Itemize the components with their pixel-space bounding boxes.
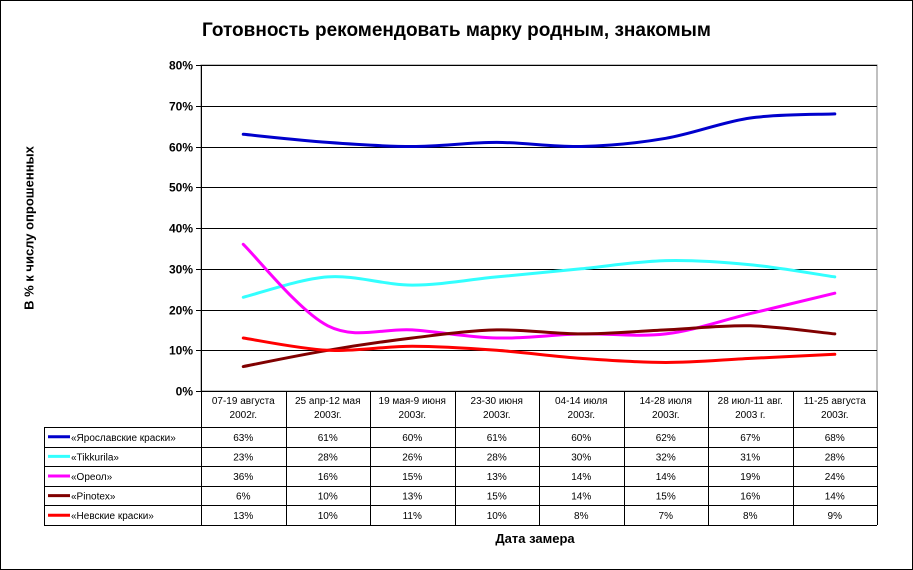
y-tick-label: 60%	[169, 141, 193, 155]
table-value: 14%	[656, 472, 676, 483]
table-value: 26%	[402, 452, 422, 463]
table-value: 31%	[740, 452, 760, 463]
y-tick-label: 80%	[169, 59, 193, 73]
table-value: 67%	[740, 433, 760, 444]
legend-entry: «Tikkurila»	[71, 452, 119, 463]
table-value: 11%	[403, 511, 422, 522]
legend-entry: «Pinotex»	[71, 492, 116, 503]
table-value: 15%	[487, 492, 507, 503]
category-label-line2: 2003г.	[568, 410, 595, 421]
series-line	[241, 112, 837, 149]
table-value: 16%	[318, 472, 338, 483]
series-line	[241, 258, 837, 299]
table-value: 14%	[825, 492, 845, 503]
table-value: 14%	[571, 472, 591, 483]
table-value: 28%	[318, 452, 338, 463]
y-tick-label: 50%	[169, 181, 193, 195]
legend-entry: «Ореол»	[71, 472, 113, 483]
table-value: 32%	[656, 452, 676, 463]
table-value: 30%	[571, 452, 591, 463]
legend-entry: «Невские краски»	[71, 511, 154, 522]
table-value: 63%	[233, 433, 253, 444]
table-value: 8%	[743, 511, 758, 522]
category-label-line2: 2003 г.	[735, 410, 765, 421]
table-value: 19%	[740, 472, 760, 483]
y-tick-label: 10%	[169, 344, 193, 358]
table-value: 13%	[402, 492, 422, 503]
y-tick-label: 20%	[169, 304, 193, 318]
category-label-line2: 2003г.	[821, 410, 848, 421]
table-value: 9%	[828, 511, 843, 522]
table-value: 36%	[233, 472, 253, 483]
series-line	[241, 336, 837, 364]
series-line	[241, 324, 837, 369]
table-value: 23%	[233, 452, 253, 463]
table-value: 24%	[825, 472, 845, 483]
table-value: 61%	[318, 433, 338, 444]
table-value: 7%	[659, 511, 674, 522]
table-value: 62%	[656, 433, 676, 444]
table-value: 10%	[318, 511, 338, 522]
series-line	[241, 242, 837, 340]
table-value: 10%	[318, 492, 338, 503]
y-tick-label: 30%	[169, 263, 193, 277]
table-value: 8%	[574, 511, 589, 522]
category-label-line2: 2003г.	[483, 410, 510, 421]
category-label-line1: 04-14 июля	[555, 396, 607, 407]
table-value: 6%	[236, 492, 251, 503]
category-label-line1: 25 апр-12 мая	[295, 396, 361, 407]
y-tick-label: 0%	[176, 385, 194, 399]
table-value: 14%	[571, 492, 591, 503]
table-value: 61%	[487, 433, 507, 444]
category-label-line1: 14-28 июля	[640, 396, 692, 407]
table-value: 15%	[402, 472, 422, 483]
table-value: 13%	[487, 472, 507, 483]
table-value: 15%	[656, 492, 676, 503]
category-label-line1: 11-25 августа	[804, 396, 866, 407]
legend-entry: «Ярославские краски»	[71, 433, 176, 444]
table-value: 10%	[487, 511, 507, 522]
category-label-line2: 2002г.	[230, 410, 257, 421]
table-value: 28%	[487, 452, 507, 463]
category-label-line1: 23-30 июня	[471, 396, 523, 407]
y-tick-label: 40%	[169, 222, 193, 236]
category-label-line1: 19 мая-9 июня	[379, 396, 446, 407]
category-label-line1: 28 июл-11 авг.	[718, 396, 783, 407]
y-tick-label: 70%	[169, 100, 193, 114]
x-axis-label: Дата замера	[495, 531, 575, 546]
category-label-line1: 07-19 августа	[212, 396, 275, 407]
table-value: 13%	[233, 511, 253, 522]
table-value: 60%	[571, 433, 591, 444]
table-value: 60%	[402, 433, 422, 444]
category-label-line2: 2003г.	[399, 410, 426, 421]
table-value: 68%	[825, 433, 845, 444]
category-label-line2: 2003г.	[652, 410, 679, 421]
category-label-line2: 2003г.	[314, 410, 341, 421]
table-value: 28%	[825, 452, 845, 463]
chart-title: Готовность рекомендовать марку родным, з…	[202, 20, 711, 41]
table-value: 16%	[740, 492, 760, 503]
